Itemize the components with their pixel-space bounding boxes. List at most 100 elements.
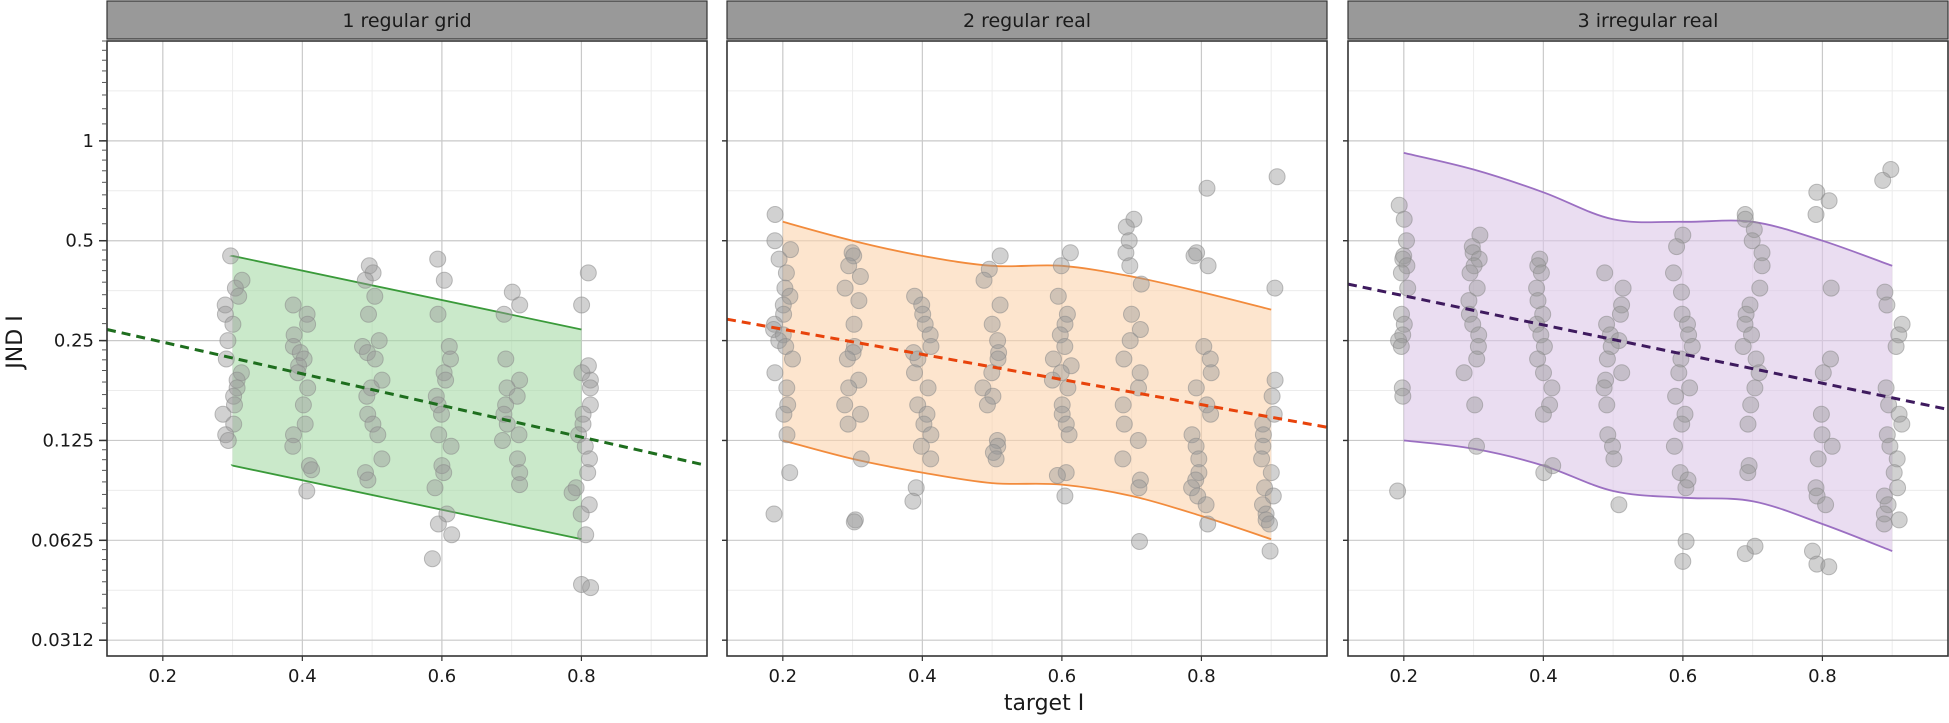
data-point bbox=[433, 405, 450, 423]
data-point bbox=[1822, 350, 1839, 368]
data-point bbox=[914, 305, 932, 323]
data-point bbox=[1254, 437, 1272, 455]
facet-title: 3 irregular real bbox=[1578, 10, 1719, 32]
data-point bbox=[909, 396, 927, 414]
data-point bbox=[1743, 326, 1760, 344]
data-point bbox=[1742, 396, 1760, 414]
data-point bbox=[1266, 279, 1284, 297]
data-point bbox=[576, 437, 594, 455]
data-point bbox=[579, 464, 597, 482]
data-point bbox=[1874, 171, 1892, 189]
data-point bbox=[1681, 379, 1699, 397]
data-point bbox=[1117, 244, 1135, 262]
data-point bbox=[495, 405, 513, 423]
data-point bbox=[426, 479, 444, 497]
data-point bbox=[1804, 542, 1821, 560]
data-point bbox=[494, 432, 511, 449]
data-point bbox=[1257, 505, 1275, 523]
data-point bbox=[974, 379, 992, 397]
data-point bbox=[1132, 275, 1150, 293]
data-point bbox=[1531, 250, 1549, 268]
data-point bbox=[845, 247, 863, 265]
data-point bbox=[216, 296, 234, 314]
data-point bbox=[1598, 396, 1616, 414]
data-point bbox=[1820, 558, 1838, 576]
data-point bbox=[836, 279, 854, 297]
data-point bbox=[573, 296, 591, 314]
data-point bbox=[228, 379, 246, 397]
data-point bbox=[770, 250, 788, 268]
data-point bbox=[1605, 450, 1623, 468]
data-point bbox=[511, 296, 529, 314]
data-point bbox=[299, 315, 317, 333]
fit-line bbox=[1347, 282, 1949, 411]
data-point bbox=[1814, 364, 1832, 382]
data-point bbox=[983, 315, 1001, 333]
x-tick-label: 0.4 bbox=[908, 666, 937, 687]
data-point bbox=[1604, 437, 1621, 455]
y-tick-label: 0.0312 bbox=[31, 630, 94, 651]
data-point bbox=[429, 250, 447, 268]
data-point bbox=[356, 271, 374, 289]
data-point bbox=[298, 305, 316, 323]
data-point bbox=[1890, 511, 1908, 529]
data-point bbox=[1058, 305, 1076, 323]
data-point bbox=[1809, 450, 1827, 468]
data-point bbox=[1061, 244, 1079, 262]
data-point bbox=[214, 405, 232, 423]
data-point bbox=[1893, 415, 1911, 433]
data-point bbox=[851, 268, 869, 285]
data-point bbox=[1602, 338, 1620, 355]
data-point bbox=[1455, 364, 1473, 382]
data-point bbox=[1668, 238, 1686, 256]
data-point bbox=[511, 476, 529, 494]
data-point bbox=[1879, 496, 1897, 514]
band-lower-edge bbox=[782, 439, 1272, 541]
data-point bbox=[429, 305, 447, 323]
data-point bbox=[912, 437, 930, 455]
band-lower-edge bbox=[1403, 439, 1893, 552]
data-point bbox=[1389, 482, 1407, 500]
data-point bbox=[1468, 437, 1485, 455]
data-point bbox=[1677, 479, 1695, 497]
facet-strip bbox=[1347, 0, 1949, 40]
data-point bbox=[1613, 364, 1631, 382]
data-point bbox=[774, 296, 792, 314]
data-point bbox=[1610, 496, 1628, 514]
data-point bbox=[572, 505, 590, 523]
data-point bbox=[784, 350, 801, 368]
data-point bbox=[435, 271, 453, 289]
data-point bbox=[836, 396, 854, 414]
data-point bbox=[509, 450, 526, 468]
data-point bbox=[1595, 379, 1613, 397]
panel-3: 3 irregular real 0.2 0.4 0.6 0.8 bbox=[1347, 0, 1949, 687]
data-point bbox=[919, 379, 937, 397]
data-point bbox=[430, 426, 448, 444]
data-point bbox=[776, 279, 794, 297]
data-point bbox=[373, 450, 391, 468]
data-point bbox=[1817, 496, 1835, 514]
y-tick-label: 0.125 bbox=[42, 430, 94, 451]
data-point bbox=[1468, 350, 1486, 368]
data-point bbox=[1753, 257, 1771, 275]
data-point bbox=[844, 344, 862, 362]
data-point bbox=[1199, 257, 1217, 275]
x-tick-label: 0.4 bbox=[1529, 666, 1558, 687]
data-point bbox=[442, 437, 460, 455]
data-point bbox=[294, 396, 312, 414]
data-point bbox=[1741, 296, 1759, 314]
data-point bbox=[907, 479, 925, 497]
data-point bbox=[1544, 457, 1562, 475]
data-point bbox=[423, 550, 441, 568]
data-point bbox=[781, 464, 799, 482]
data-point bbox=[1393, 305, 1410, 323]
data-point bbox=[222, 247, 240, 265]
data-point bbox=[298, 482, 316, 500]
data-point bbox=[1461, 264, 1479, 282]
y-axis-title: JND I bbox=[3, 315, 28, 370]
data-point bbox=[978, 396, 996, 414]
data-point bbox=[1115, 350, 1133, 368]
prediction-band bbox=[782, 221, 1272, 540]
